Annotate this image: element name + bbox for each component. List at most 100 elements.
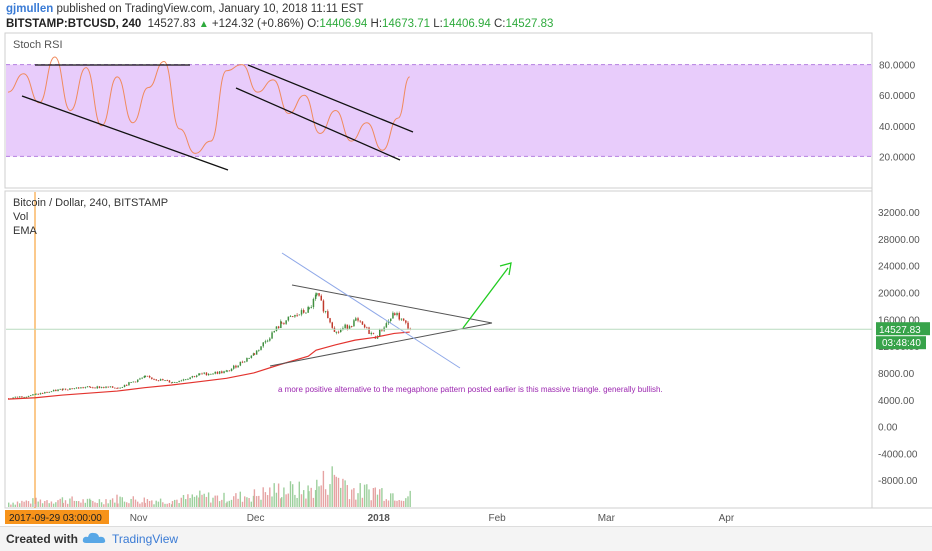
volume-bar (133, 496, 134, 507)
candle-body (26, 397, 28, 398)
candle-body (267, 341, 269, 342)
volume-bar (334, 475, 335, 507)
volume-bar (192, 494, 193, 507)
volume-bar (292, 484, 293, 507)
candle-body (231, 369, 233, 371)
tradingview-cloud-icon (82, 530, 108, 546)
candle-body (15, 397, 16, 398)
candle-body (105, 387, 107, 388)
candle-body (357, 318, 359, 320)
candle-body (108, 387, 110, 388)
candle-body (183, 379, 185, 380)
volume-bar (183, 495, 184, 507)
tradingview-link[interactable]: TradingView (112, 532, 178, 546)
volume-bar (15, 505, 16, 507)
candle-body (399, 313, 401, 319)
candle-body (299, 315, 301, 316)
volume-bar (386, 499, 387, 507)
volume-bar (332, 466, 333, 507)
price-tag-label: 14527.83 (879, 325, 921, 336)
volume-bar (388, 501, 389, 507)
volume-bar (265, 492, 266, 507)
volume-bar (231, 500, 232, 507)
volume-bar (40, 500, 41, 507)
volume-bar (196, 495, 197, 507)
volume-bar (342, 479, 343, 507)
candle-body (210, 374, 212, 375)
candle-body (353, 320, 355, 326)
volume-bar (147, 499, 148, 507)
volume-bar (410, 491, 411, 507)
volume-bar (55, 502, 56, 507)
candle-body (32, 394, 34, 395)
candle-body (396, 313, 398, 315)
candle-body (265, 341, 267, 342)
candle-body (403, 319, 405, 321)
volume-bar (101, 502, 102, 507)
volume-bar (285, 494, 286, 507)
volume-bar (117, 503, 118, 507)
candle-body (19, 396, 21, 397)
candle-body (263, 342, 265, 346)
candle-body (162, 379, 164, 380)
candle-body (139, 378, 141, 379)
volume-bar (169, 503, 170, 507)
volume-bar (69, 499, 70, 507)
volume-bar (76, 501, 77, 507)
price-y-tick-label: -4000.00 (878, 449, 918, 460)
volume-bar (21, 501, 22, 507)
candle-body (149, 376, 151, 377)
candle-body (60, 389, 62, 390)
volume-bar (78, 501, 79, 507)
volume-bar (74, 501, 75, 507)
candle-body (53, 390, 55, 391)
volume-bar (311, 488, 312, 507)
volume-bar (394, 501, 395, 507)
countdown-tag-label: 03:48:40 (882, 338, 921, 349)
candle-body (303, 310, 305, 313)
volume-bar (141, 502, 142, 507)
volume-bar (128, 503, 129, 507)
candle-body (85, 387, 87, 388)
volume-bar (181, 498, 182, 507)
volume-bar (105, 499, 106, 507)
chart-canvas[interactable]: 80.000060.000040.000020.000032000.002800… (0, 0, 932, 526)
candle-body (340, 330, 342, 332)
x-tick-label: 2017-09-29 03:00:00 (9, 513, 102, 524)
candle-body (78, 388, 80, 389)
candle-body (196, 375, 198, 376)
volume-bar (360, 483, 361, 507)
volume-bar (375, 487, 376, 507)
volume-bar (28, 501, 29, 507)
volume-bar (303, 490, 304, 507)
volume-bar (201, 495, 202, 507)
volume-bar (390, 493, 391, 507)
volume-bar (357, 493, 358, 507)
volume-bar (401, 501, 402, 507)
candle-body (189, 377, 191, 379)
volume-bar (318, 486, 319, 507)
candle-body (17, 397, 19, 398)
candle-body (290, 316, 292, 317)
volume-bar (164, 504, 165, 507)
candle-body (226, 371, 228, 372)
candle-body (160, 379, 162, 380)
volume-bar (187, 494, 188, 507)
created-with-label: Created with (6, 532, 78, 546)
volume-bar (399, 500, 400, 507)
volume-bar (381, 488, 382, 507)
candle-body (185, 379, 187, 380)
candle-body (178, 381, 180, 382)
candle-body (69, 388, 71, 389)
volume-bar (44, 501, 45, 507)
candle-body (74, 388, 76, 389)
candle-body (97, 386, 99, 388)
candle-body (248, 358, 250, 359)
candle-body (251, 356, 253, 358)
candle-body (392, 313, 394, 319)
candle-body (145, 376, 147, 377)
candle-body (76, 388, 78, 389)
volume-bar (351, 490, 352, 507)
candle-body (208, 374, 210, 375)
volume-bar (235, 493, 236, 507)
